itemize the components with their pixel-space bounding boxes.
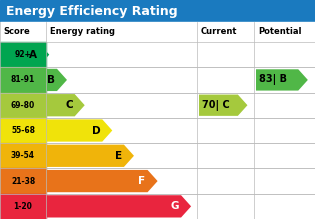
Polygon shape	[46, 170, 158, 192]
Text: A: A	[29, 50, 37, 60]
Text: 83| B: 83| B	[259, 74, 287, 85]
Bar	[0, 67, 46, 93]
Polygon shape	[46, 69, 67, 91]
Text: 69-80: 69-80	[11, 101, 35, 110]
Text: 92+: 92+	[14, 50, 32, 59]
Text: 21-38: 21-38	[11, 177, 35, 185]
Polygon shape	[46, 145, 134, 167]
Bar	[0, 118, 46, 143]
Text: E: E	[115, 151, 122, 161]
Polygon shape	[46, 119, 112, 142]
Bar	[0, 0, 315, 22]
Text: 39-54: 39-54	[11, 151, 35, 160]
Text: F: F	[139, 176, 146, 186]
Text: G: G	[170, 201, 179, 211]
Bar	[0, 22, 315, 42]
Bar	[0, 194, 46, 219]
Text: Current: Current	[201, 28, 238, 37]
Text: 70| C: 70| C	[202, 100, 230, 111]
Bar	[0, 168, 46, 194]
Polygon shape	[39, 44, 49, 66]
Text: 1-20: 1-20	[14, 202, 32, 211]
Polygon shape	[46, 195, 191, 217]
Text: C: C	[65, 100, 73, 110]
Polygon shape	[199, 95, 248, 116]
Bar	[0, 22, 315, 42]
Text: B: B	[47, 75, 55, 85]
Text: D: D	[92, 125, 100, 136]
Bar	[0, 93, 46, 118]
Text: Score: Score	[3, 28, 30, 37]
Text: 55-68: 55-68	[11, 126, 35, 135]
Bar	[0, 42, 46, 67]
Polygon shape	[256, 69, 308, 91]
Text: Potential: Potential	[258, 28, 301, 37]
Text: 81-91: 81-91	[11, 75, 35, 85]
Bar	[0, 143, 46, 168]
Polygon shape	[46, 94, 85, 116]
Text: Energy rating: Energy rating	[50, 28, 115, 37]
Text: Energy Efficiency Rating: Energy Efficiency Rating	[6, 5, 178, 18]
